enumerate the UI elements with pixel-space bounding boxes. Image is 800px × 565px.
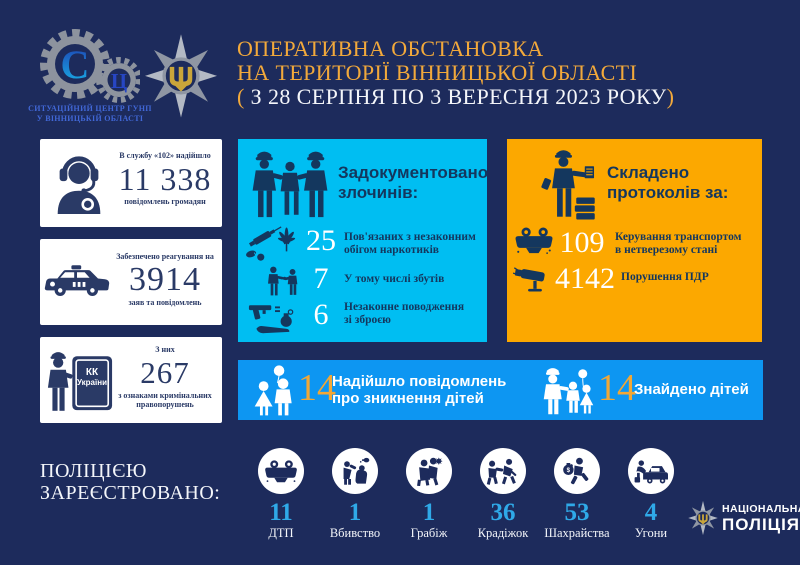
carjacking-icon (634, 460, 668, 484)
national-police-badge-icon (688, 500, 718, 537)
found-children-value: 14 (598, 367, 636, 409)
responses-card: Забезпечено реагування на 3914 заяв та п… (40, 239, 222, 325)
murder-circle (332, 448, 378, 494)
robbery-circle (406, 448, 452, 494)
found-children-icon (543, 368, 594, 415)
protocols-row-1-label: Керування транспортом в нетверезому стан… (615, 231, 742, 256)
murder-icon (343, 457, 370, 485)
officer-protocols-icon (541, 150, 595, 220)
crimes-row-2-label: У тому числі збутів (344, 273, 445, 285)
national-police-wordmark: НАЦІОНАЛЬНА ПОЛІЦІЯ (722, 503, 800, 534)
weapons-icon (248, 305, 294, 334)
criminal-offences-card: КК України З них 267 з ознаками кримінал… (40, 337, 222, 423)
dispatcher-icon (57, 156, 101, 214)
criminal-card-bottom-label: з ознаками кримінальних правопорушень (118, 390, 212, 410)
protocols-title-line-2: протоколів за: (607, 183, 729, 202)
logo-letter-c: С (61, 42, 90, 87)
crimes-panel-title: Задокументовано злочинів: (338, 163, 488, 203)
missing-children-label: Надійшло повідомлень про зникнення дітей (332, 373, 507, 407)
crimes-row-3-value: 6 (313, 298, 329, 331)
criminal-card-top-label: З них (155, 345, 175, 354)
theft-icon (486, 458, 517, 485)
responses-card-bottom-label: заяв та повідомлень (128, 297, 202, 307)
responses-card-value: 3914 (129, 260, 201, 298)
paren-open: ( (237, 84, 251, 109)
situation-centre-caption: СИТУАЦІЙНИЙ ЦЕНТР ГУНП У ВІННИЦЬКІЙ ОБЛА… (12, 104, 168, 123)
speed-camera-icon (513, 267, 545, 292)
protocols-row-2-label: Порушення ПДР (621, 271, 709, 283)
situation-centre-logo: С Ц (35, 26, 140, 106)
robbery-icon (417, 457, 443, 486)
registered-item-robbery: 1 Грабіж (392, 448, 466, 540)
registered-item-theft: 36 Крадіжок (466, 448, 540, 540)
calls-card-value: 11 338 (118, 160, 212, 197)
carjacking-circle (628, 448, 674, 494)
registered-item-carjacking: 4 Угони (614, 448, 688, 540)
registered-item-fraud: $ 53 Шахрайства (540, 448, 614, 540)
crimes-title-line-2: злочинів: (338, 183, 419, 202)
gears-icon: С Ц (40, 29, 140, 103)
crash-icon (265, 460, 297, 483)
documented-crimes-panel: Задокументовано злочинів: (238, 139, 488, 342)
protocols-row-2-value: 4142 (555, 262, 615, 295)
registered-item-murder: 1 Вбивство (318, 448, 392, 540)
crimes-row-1-value: 25 (306, 224, 336, 257)
registered-title: ПОЛІЦІЄЮ ЗАРЕЄСТРОВАНО: (40, 460, 221, 504)
codebook-label: КК України (70, 367, 114, 388)
drugs-icon (246, 226, 296, 261)
crimes-row-2-value: 7 (313, 262, 329, 295)
registered-item-dtp: 11 ДТП (244, 448, 318, 540)
page-title-line-1: ОПЕРАТИВНА ОБСТАНОВКА (237, 36, 544, 61)
calls-card-top-label: В службу «102» надійшло (119, 151, 211, 160)
page-title-line-3: ( З 28 СЕРПНЯ ПО 3 ВЕРЕСНЯ 2023 РОКУ) (237, 84, 674, 110)
codebook-label-line-2: України (76, 378, 107, 387)
found-children-label: Знайдено дітей (634, 381, 749, 398)
missing-children-value: 14 (298, 367, 336, 409)
crimes-row-1-label: Пов'язаних з незаконним обігом наркотикі… (344, 231, 476, 256)
crimes-title-line-1: Задокументовано (338, 163, 489, 182)
protocols-panel: Складено протоколів за: 109 Керування тр… (507, 139, 762, 342)
page-title-line-2: НА ТЕРИТОРІЇ ВІННИЦЬКОЇ ОБЛАСТІ (237, 60, 638, 85)
money-bag-symbol: $ (567, 467, 571, 474)
paren-close: ) (666, 84, 675, 109)
calls-card: В службу «102» надійшло 11 338 повідомле… (40, 139, 222, 227)
logo-letter-ts: Ц (111, 69, 127, 93)
responses-card-top-label: Забезпечено реагування на (116, 252, 214, 261)
children-bar: 14 Надійшло повідомлень про зникнення ді… (238, 360, 763, 420)
fraud-circle: $ (554, 448, 600, 494)
crash-circle (258, 448, 304, 494)
caption-line-2: У ВІННИЦЬКІЙ ОБЛАСТІ (36, 113, 144, 123)
protocols-row-1-value: 109 (559, 226, 605, 259)
criminal-card-value: 267 (140, 354, 190, 390)
officer-codebook-icon (47, 352, 113, 411)
caption-line-1: СИТУАЦІЙНИЙ ЦЕНТР ГУНП (28, 104, 152, 113)
handover-icon (268, 266, 298, 296)
protocols-title-line-1: Складено (607, 163, 690, 182)
codebook-label-line-1: КК (85, 367, 99, 378)
calls-card-bottom-label: повідомлень громадян (124, 196, 206, 206)
protocols-panel-title: Складено протоколів за: (607, 163, 728, 203)
arrest-icon (252, 151, 328, 218)
fraud-icon: $ (563, 457, 589, 485)
police-badge-icon (144, 32, 218, 122)
period-text: З 28 СЕРПНЯ ПО 3 ВЕРЕСНЯ 2023 РОКУ (250, 84, 667, 109)
overturned-car-icon (515, 227, 553, 254)
crimes-row-3-label: Незаконне поводження зі зброєю (344, 301, 465, 326)
police-car-icon (44, 265, 110, 296)
missing-children-icon (254, 365, 292, 416)
theft-circle (480, 448, 526, 494)
